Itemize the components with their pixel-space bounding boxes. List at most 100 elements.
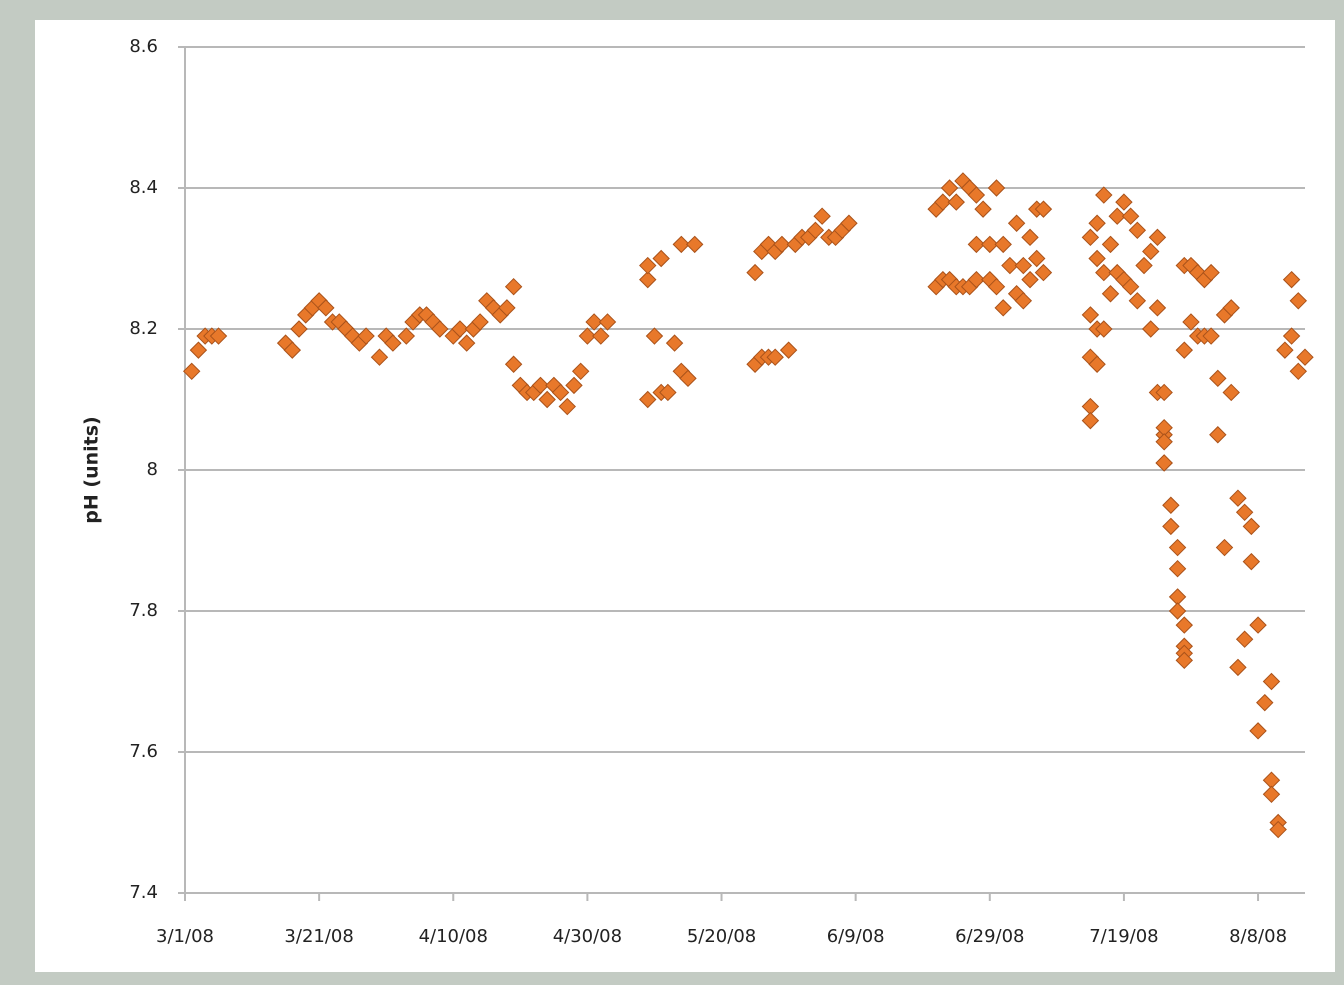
data-point (1135, 256, 1153, 275)
x-tick-label: 3/21/08 (284, 926, 353, 947)
data-point (1155, 433, 1173, 451)
y-tick-label: 8.4 (129, 177, 158, 198)
x-tick-label: 6/29/08 (955, 926, 1024, 947)
data-point (1262, 672, 1281, 691)
data-point (1229, 489, 1247, 507)
data-point (471, 313, 489, 331)
data-point (531, 376, 550, 395)
data-point (1209, 369, 1227, 388)
x-tick-label: 6/9/08 (827, 926, 885, 947)
data-point (813, 207, 831, 225)
data-point (1101, 235, 1120, 254)
data-point (1182, 313, 1200, 331)
data-point (1256, 693, 1274, 712)
x-tick-label: 4/10/08 (419, 926, 488, 947)
data-point (779, 341, 798, 359)
y-tick-label: 7.6 (129, 741, 158, 762)
data-point (685, 235, 704, 254)
data-point (457, 334, 476, 352)
data-point (1081, 306, 1100, 324)
data-point (652, 249, 670, 268)
data-point (1242, 552, 1261, 571)
y-tick-label: 8.2 (129, 318, 158, 339)
data-point (840, 214, 858, 232)
data-point (504, 277, 523, 296)
data-point (182, 362, 201, 381)
data-point (283, 341, 302, 359)
data-point (1001, 256, 1019, 275)
data-point (967, 235, 986, 254)
data-point (1095, 263, 1113, 282)
data-point (746, 263, 764, 282)
data-point (639, 256, 657, 275)
data-point (1235, 630, 1254, 648)
data-point (370, 348, 389, 366)
data-point (290, 320, 308, 338)
data-point (1014, 256, 1033, 275)
y-tick-label: 8 (147, 459, 158, 480)
data-point (592, 327, 610, 345)
data-point (1128, 221, 1147, 240)
data-point (1162, 517, 1180, 536)
data-point (578, 327, 597, 345)
y-axis-title: pH (units) (81, 416, 103, 523)
data-point (1108, 207, 1126, 225)
data-point (940, 179, 959, 197)
data-point (947, 193, 965, 211)
data-point (1088, 249, 1106, 268)
data-point (1148, 228, 1167, 247)
data-point (1175, 341, 1193, 359)
data-point (1168, 559, 1187, 578)
data-point (1269, 820, 1287, 839)
data-point (209, 327, 228, 345)
data-point (1121, 207, 1140, 225)
data-point (1215, 538, 1234, 557)
data-point (357, 327, 375, 345)
data-point (1222, 299, 1240, 317)
data-point (585, 313, 603, 331)
data-point (1235, 503, 1254, 522)
data-point (1249, 616, 1267, 634)
data-point (498, 299, 516, 317)
y-tick-label: 7.8 (129, 600, 158, 621)
y-tick-label: 7.4 (129, 882, 158, 903)
data-point (1229, 658, 1247, 677)
x-tick-label: 3/1/08 (156, 926, 214, 947)
data-point (1168, 602, 1187, 620)
data-point (1202, 327, 1220, 345)
data-point (1142, 242, 1160, 261)
data-point (1168, 538, 1187, 557)
data-point (1081, 411, 1100, 430)
data-point (1081, 228, 1100, 247)
data-point (1276, 341, 1294, 359)
data-point (397, 327, 416, 345)
data-point (1202, 263, 1220, 282)
plot-panel (35, 20, 1335, 972)
data-point (639, 270, 657, 289)
data-point (1101, 285, 1120, 303)
data-point (806, 221, 825, 240)
data-point (384, 334, 402, 352)
data-point (598, 313, 617, 331)
data-point (1142, 320, 1160, 338)
data-point (1249, 722, 1267, 740)
data-point (967, 270, 986, 289)
data-point (1289, 362, 1307, 381)
y-tick-label: 8.6 (129, 36, 158, 57)
data-point (1162, 496, 1180, 514)
data-point (1095, 320, 1113, 338)
data-point (645, 327, 664, 345)
data-point (1175, 651, 1193, 670)
data-point (451, 320, 469, 338)
data-point (1282, 270, 1301, 289)
data-point (665, 334, 684, 352)
data-point (317, 299, 335, 317)
data-point (1088, 355, 1106, 373)
data-point (1007, 214, 1026, 232)
x-tick-label: 4/30/08 (553, 926, 622, 947)
data-point (639, 390, 657, 409)
data-point (1155, 454, 1173, 472)
data-point (672, 235, 690, 254)
data-point (934, 193, 952, 211)
